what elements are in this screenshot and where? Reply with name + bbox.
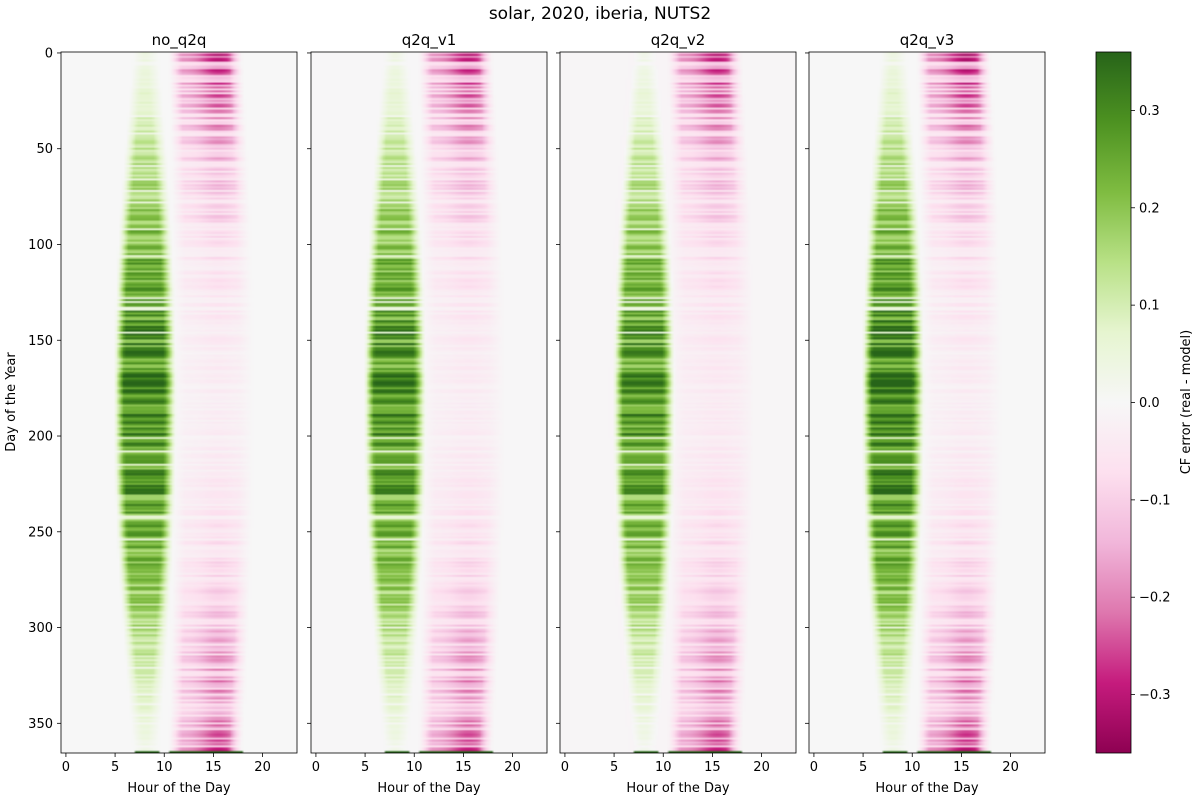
colorbar-gradient: [1095, 51, 1132, 754]
x-tick-label: 15: [455, 760, 472, 775]
panel-q2q_v1: q2q_v1 0 5 10 15 20 Hour of the Day: [307, 31, 548, 796]
x-tick-label: 20: [1002, 760, 1019, 775]
x-tick-label: 10: [406, 760, 423, 775]
x-tick-label: 5: [859, 760, 867, 775]
panel-title: no_q2q: [152, 31, 207, 50]
x-axis-label: Hour of the Day: [626, 781, 730, 796]
x-tick-label: 15: [205, 760, 222, 775]
axes-frame: [310, 51, 548, 754]
x-tick-label: 0: [561, 760, 569, 775]
heatmap-image: [809, 52, 1045, 753]
y-tick-label: 300: [28, 621, 53, 636]
x-tick-label: 15: [953, 760, 970, 775]
y-tick-label: 150: [28, 334, 53, 349]
y-tick-label: 250: [28, 525, 53, 540]
x-tick-label: 20: [504, 760, 521, 775]
y-tick-label: 100: [28, 238, 53, 253]
x-tick-label: 10: [904, 760, 921, 775]
colorbar-tick-label: −0.3: [1139, 688, 1171, 703]
colorbar-tick-label: −0.1: [1139, 493, 1171, 508]
x-axis-label: Hour of the Day: [875, 781, 979, 796]
x-tick-label: 5: [610, 760, 618, 775]
x-tick-label: 5: [361, 760, 369, 775]
axes-frame: [559, 51, 797, 754]
colorbar-tick-label: 0.1: [1139, 299, 1160, 314]
panel-title: q2q_v1: [402, 31, 457, 50]
x-tick-label: 10: [156, 760, 173, 775]
colorbar-tick-label: 0.3: [1139, 104, 1160, 119]
heatmap-image: [560, 52, 796, 753]
colorbar-tick-label: 0.2: [1139, 201, 1160, 216]
x-tick-label: 0: [62, 760, 70, 775]
x-tick-label: 5: [111, 760, 119, 775]
x-tick-label: 0: [810, 760, 818, 775]
x-axis-label: Hour of the Day: [377, 781, 481, 796]
y-tick-label: 50: [36, 142, 53, 157]
x-tick-label: 10: [655, 760, 672, 775]
panel-no_q2q: no_q2q 0 5 10 15 20 Hour of the Day 0 50 100 150 20…: [28, 31, 298, 796]
panel-q2q_v2: q2q_v2 0 5 10 15 20 Hour of the Day: [556, 31, 797, 796]
x-tick-label: 20: [753, 760, 770, 775]
colorbar-tick-label: −0.2: [1139, 591, 1171, 606]
heatmap-image: [61, 52, 297, 753]
x-tick-label: 15: [704, 760, 721, 775]
axes-frame: [60, 51, 298, 754]
panel-title: q2q_v2: [651, 31, 706, 50]
y-tick-label: 0: [45, 46, 53, 61]
y-tick-label: 350: [28, 717, 53, 732]
y-axis-label: Day of the Year: [4, 352, 19, 452]
figure-title: solar, 2020, iberia, NUTS2: [489, 4, 711, 24]
axes-frame: [808, 51, 1046, 754]
panel-title: q2q_v3: [900, 31, 955, 50]
colorbar-label: CF error (real - model): [1179, 330, 1194, 475]
heatmap-image: [311, 52, 547, 753]
colorbar-tick-label: 0.0: [1139, 396, 1160, 411]
panel-q2q_v3: q2q_v3 0 5 10 15 20 Hour of the Day: [805, 31, 1046, 796]
x-tick-label: 20: [254, 760, 271, 775]
x-tick-label: 0: [312, 760, 320, 775]
x-axis-label: Hour of the Day: [127, 781, 231, 796]
colorbar: CF error (real - model) −0.3 −0.2 −0.1 0.0 0…: [1095, 51, 1194, 754]
y-tick-label: 200: [28, 430, 53, 445]
